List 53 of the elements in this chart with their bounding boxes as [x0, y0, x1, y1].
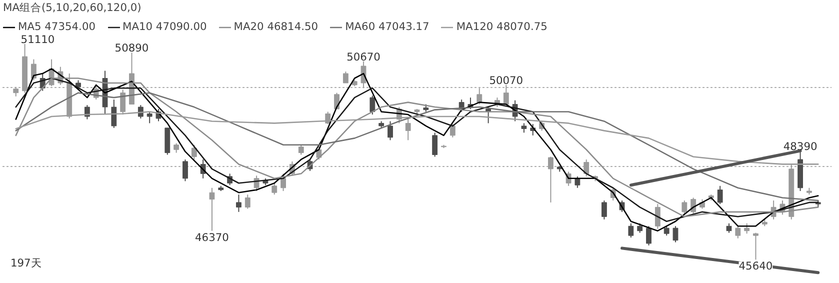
candlestick	[664, 226, 670, 236]
candlestick	[637, 222, 643, 234]
candlestick	[272, 182, 278, 196]
text: 50070	[489, 74, 524, 87]
candlestick	[450, 123, 456, 138]
candlestick	[682, 200, 688, 214]
candlestick	[388, 120, 393, 141]
text: 50890	[114, 42, 149, 55]
legend-label: MA120 48070.75	[456, 20, 548, 33]
annotation: 197天	[10, 256, 42, 270]
candlestick	[209, 187, 215, 232]
text: 51110	[20, 32, 55, 46]
candlestick	[432, 132, 438, 158]
candlestick	[744, 222, 750, 234]
legend-label: MA10 47090.00	[122, 20, 207, 33]
candlestick	[548, 156, 554, 203]
candlestick	[601, 200, 607, 220]
candlestick	[628, 222, 634, 238]
candlestick	[370, 95, 376, 116]
candlestick	[31, 58, 36, 81]
text: 48390	[783, 140, 818, 154]
legend-label: MA20 46814.50	[234, 20, 318, 33]
candlestick	[753, 232, 758, 260]
text: 50670	[346, 50, 380, 64]
candlestick	[182, 158, 188, 182]
candlestick	[111, 99, 117, 128]
candlestick	[280, 173, 286, 192]
candlestick	[13, 86, 19, 97]
candlestick	[244, 194, 250, 210]
text: 45640	[738, 260, 773, 273]
text: 46370	[195, 230, 229, 244]
candlestick	[174, 142, 180, 154]
candlestick	[672, 226, 678, 243]
candlestick	[84, 104, 90, 120]
candlestick	[584, 158, 590, 177]
candlestick	[574, 176, 580, 188]
candlestick	[476, 88, 482, 105]
candlestick	[646, 226, 652, 246]
candlestick	[717, 185, 723, 205]
candlestick	[700, 198, 705, 210]
legend-label: MA60 47043.17	[345, 20, 430, 33]
legend-label: MA5 47354.00	[18, 20, 96, 33]
candlestick	[236, 194, 242, 212]
candlestick	[191, 144, 197, 160]
legend-title: MA组合(5,10,20,60,120,0)	[3, 1, 142, 15]
candlestick	[726, 222, 732, 234]
candlestick	[521, 122, 527, 134]
candlestick	[735, 226, 741, 239]
candlestick	[405, 118, 411, 141]
candlestick	[146, 111, 152, 124]
candlestick	[298, 144, 304, 156]
candlestick	[342, 71, 348, 84]
candlestick	[654, 204, 660, 230]
